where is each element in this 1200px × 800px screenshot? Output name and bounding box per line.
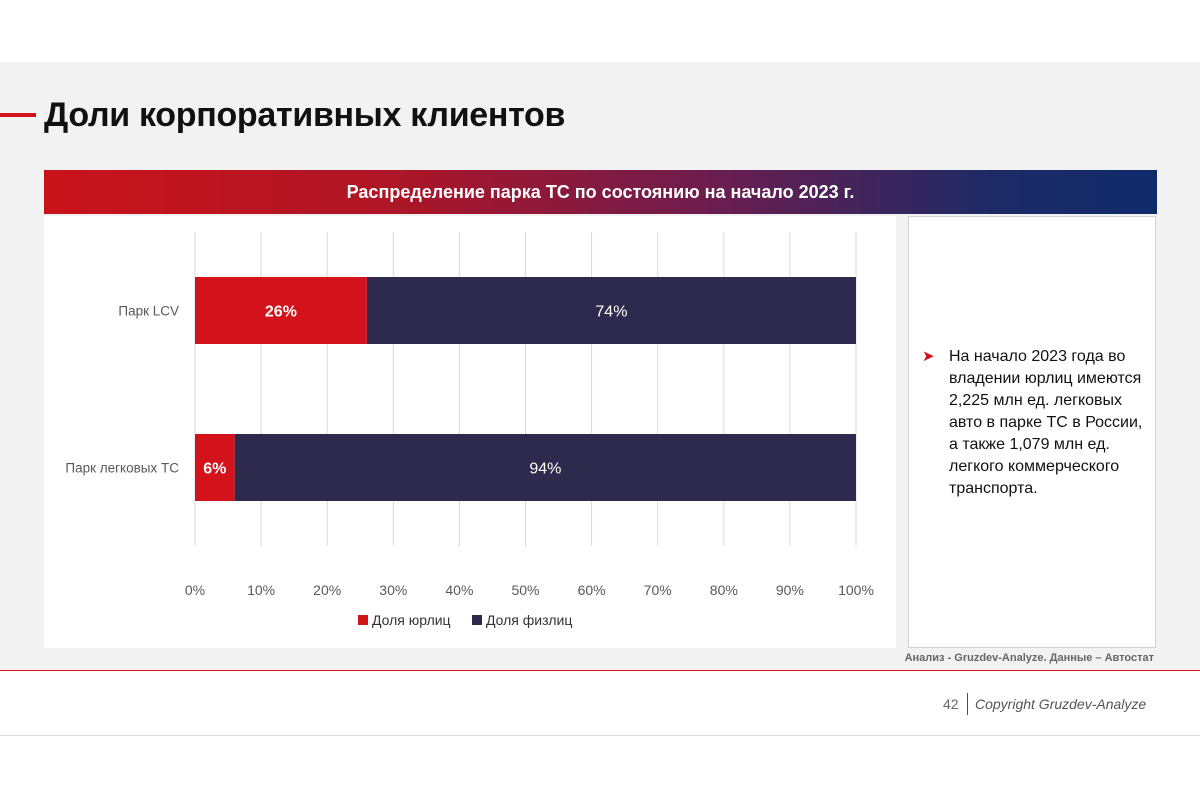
data-label: 6% (203, 461, 226, 478)
data-label: 26% (265, 304, 297, 321)
bar-segment (366, 277, 856, 344)
title-accent-bar (0, 113, 36, 117)
bar-segment (195, 434, 235, 501)
x-tick-label: 100% (838, 582, 874, 598)
note-panel: ➤ На начало 2023 года во владении юрлиц … (908, 216, 1156, 648)
data-label: 94% (529, 461, 561, 478)
legend-label: Доля физлиц (486, 612, 572, 628)
legend-swatch (358, 615, 368, 625)
stacked-bar-chart: 0% 10% 20% 30% 40% 50% 60% 70% 80% 90% 100% Парк LC… (65, 232, 874, 628)
x-tick-label: 80% (710, 582, 738, 598)
x-tick-label: 90% (776, 582, 804, 598)
bar-segment (195, 277, 367, 344)
category-label: Парк LCV (118, 304, 179, 319)
x-tick-label: 50% (511, 582, 539, 598)
chart-title: Распределение парка ТС по состоянию на н… (346, 181, 855, 202)
copyright: Copyright Gruzdev-Analyze (975, 696, 1147, 712)
chart-banner: Распределение парка ТС по состоянию на н… (44, 170, 1157, 214)
arrow-bullet-icon: ➤ (922, 348, 935, 365)
chart-panel: 0% 10% 20% 30% 40% 50% 60% 70% 80% 90% 100% Парк LC… (44, 216, 896, 648)
note-text: На начало 2023 года во владении юрлиц им… (949, 348, 1143, 497)
source-note: Анализ - Gruzdev-Analyze. Данные – Автос… (904, 652, 1154, 664)
legend-swatch (472, 615, 482, 625)
x-tick-label: 70% (644, 582, 672, 598)
legend-label: Доля юрлиц (372, 612, 451, 628)
x-tick-label: 60% (578, 582, 606, 598)
x-tick-label: 20% (313, 582, 341, 598)
x-tick-label: 30% (379, 582, 407, 598)
x-tick-label: 10% (247, 582, 275, 598)
footer-divider (967, 693, 968, 715)
footer: 42 Copyright Gruzdev-Analyze (0, 670, 1200, 736)
page-title: Доли корпоративных клиентов (44, 96, 566, 134)
page-number: 42 (943, 696, 959, 712)
data-label: 74% (595, 304, 627, 321)
x-tick-label: 0% (185, 582, 205, 598)
bar-segment (234, 434, 856, 501)
x-tick-label: 40% (445, 582, 473, 598)
category-label: Парк легковых ТС (65, 461, 179, 476)
